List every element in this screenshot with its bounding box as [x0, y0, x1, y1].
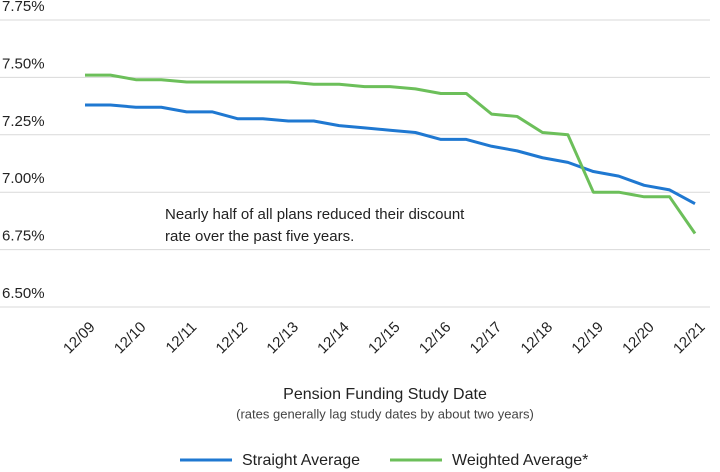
x-tick-label: 12/13: [263, 319, 302, 358]
x-tick-label: 12/11: [163, 319, 201, 357]
legend-label: Straight Average: [242, 452, 360, 469]
x-tick-label: 12/17: [467, 319, 506, 358]
x-tick-label: 12/12: [213, 319, 252, 358]
x-tick-label: 12/10: [111, 319, 150, 358]
series-line: [85, 103, 696, 205]
y-tick-label: 6.50%: [2, 285, 45, 302]
legend-label: Weighted Average*: [452, 452, 588, 469]
y-tick-label: 7.50%: [2, 55, 45, 72]
x-axis-note: (rates generally lag study dates by abou…: [236, 406, 534, 421]
y-tick-label: 7.00%: [2, 170, 45, 187]
x-tick-label: 12/16: [416, 319, 455, 358]
y-tick-label: 6.75%: [2, 228, 45, 245]
annotation: rate over the past five years.: [165, 228, 354, 245]
x-tick-label: 12/21: [670, 319, 709, 358]
series-line: [85, 73, 697, 235]
x-tick-label: 12/09: [60, 319, 99, 358]
annotation: Nearly half of all plans reduced their d…: [165, 206, 465, 223]
x-tick-label: 12/14: [314, 319, 353, 358]
y-tick-label: 7.75%: [2, 0, 45, 15]
y-tick-label: 7.25%: [2, 113, 45, 130]
x-axis-title: Pension Funding Study Date: [283, 386, 487, 403]
x-tick-label: 12/18: [518, 319, 557, 358]
x-tick-label: 12/15: [365, 319, 404, 358]
x-tick-label: 12/20: [619, 319, 658, 358]
x-tick-label: 12/19: [568, 319, 607, 358]
